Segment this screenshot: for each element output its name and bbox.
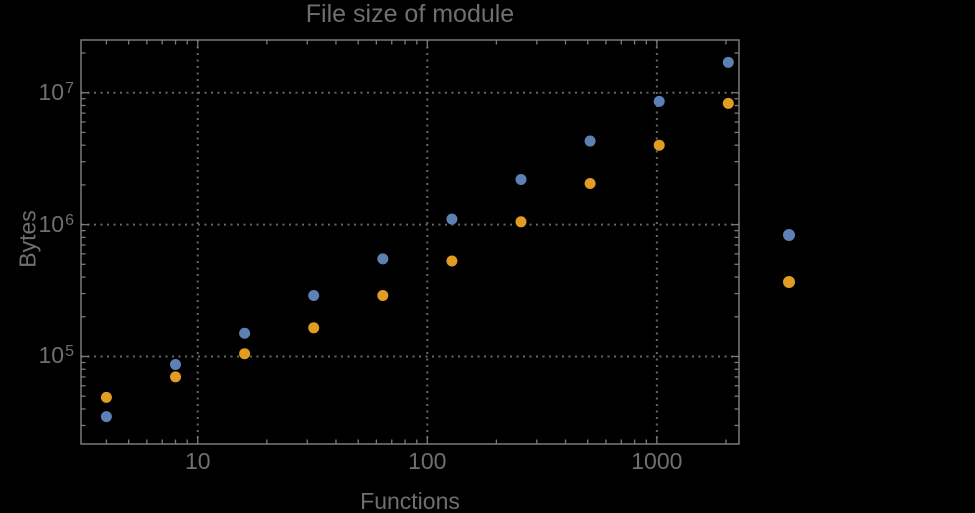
data-point <box>377 290 389 302</box>
data-point <box>446 255 458 267</box>
data-point <box>100 411 112 423</box>
data-point <box>100 391 112 403</box>
data-point <box>446 213 458 225</box>
x-tick-label: 10 <box>184 448 211 474</box>
data-point <box>308 290 320 302</box>
data-point <box>515 216 527 228</box>
x-tick-label: 1000 <box>631 448 683 474</box>
chart-title: File size of module <box>305 0 515 28</box>
data-point <box>653 95 665 107</box>
data-point <box>170 358 182 370</box>
data-point <box>239 327 251 339</box>
x-tick-label: 100 <box>408 448 447 474</box>
data-point <box>584 135 596 147</box>
data-point <box>308 322 320 334</box>
y-tick-label: 105 <box>38 342 75 369</box>
plot-frame <box>80 39 740 445</box>
data-point <box>515 173 527 185</box>
legend-marker <box>783 276 795 288</box>
legend-marker <box>783 229 795 241</box>
data-point <box>653 139 665 151</box>
data-point <box>377 253 389 265</box>
y-tick-label: 107 <box>38 78 75 105</box>
data-point <box>584 177 596 189</box>
x-axis-label: Functions <box>360 488 460 513</box>
data-point <box>722 56 734 68</box>
data-point <box>722 97 734 109</box>
data-point <box>239 348 251 360</box>
y-tick-label: 106 <box>38 210 75 237</box>
data-point <box>170 371 182 383</box>
